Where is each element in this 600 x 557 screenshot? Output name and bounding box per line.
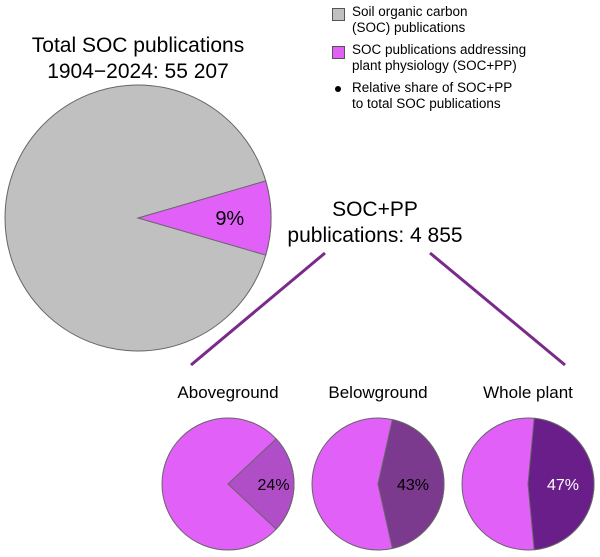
sub-pie-2: Belowground 43%: [311, 383, 445, 551]
sub-slice-share: [377, 418, 445, 550]
legend-swatch-socpp: [332, 46, 345, 59]
legend-item-share: Relative share of SOC+PP to total SOC pu…: [330, 80, 600, 112]
sub-pie-title: Belowground: [328, 383, 427, 402]
sub-slice-share: [527, 417, 595, 551]
sub-pie-1: Aboveground 24%: [161, 383, 295, 551]
legend-label-share-line2: to total SOC publications: [352, 96, 501, 111]
subset-title-line2: publications: 4 855: [287, 224, 462, 247]
connector-right: [429, 251, 566, 367]
sub-pie-3: Whole plant 47%: [461, 383, 595, 551]
legend-label-socpp-line2: plant physiology (SOC+PP): [352, 58, 517, 73]
main-title-line1: Total SOC publications: [32, 34, 244, 57]
main-slice-label: 9%: [215, 208, 244, 230]
sub-slice-label: 24%: [258, 477, 290, 494]
legend-label-socpp-line1: SOC publications addressing: [352, 42, 527, 57]
sub-pie-title: Aboveground: [177, 383, 278, 402]
sub-slice-share: [227, 438, 295, 530]
sub-pie-title: Whole plant: [483, 383, 573, 402]
legend-dot-share: [335, 86, 341, 92]
connector-left: [190, 251, 326, 367]
legend-label-soc-line2: (SOC) publications: [352, 20, 466, 35]
main-title-line2: 1904−2024: 55 207: [47, 60, 229, 83]
legend: Soil organic carbon (SOC) publications S…: [330, 4, 600, 118]
connector-lines: [190, 251, 566, 367]
subset-title-line1: SOC+PP: [332, 198, 418, 221]
main-slice-socpp: [136, 180, 272, 256]
sub-slice-label: 47%: [547, 477, 579, 494]
legend-label-share-line1: Relative share of SOC+PP: [352, 80, 513, 95]
legend-label-soc-line1: Soil organic carbon: [352, 4, 468, 19]
sub-pies: Aboveground 24% Belowground 43% Whole plant 4…: [161, 383, 595, 551]
legend-swatch-soc: [332, 8, 345, 21]
legend-item-socpp: SOC publications addressing plant physio…: [330, 42, 600, 74]
main-pie: 9%: [4, 84, 272, 352]
sub-slice-label: 43%: [397, 477, 429, 494]
legend-item-soc: Soil organic carbon (SOC) publications: [330, 4, 600, 36]
